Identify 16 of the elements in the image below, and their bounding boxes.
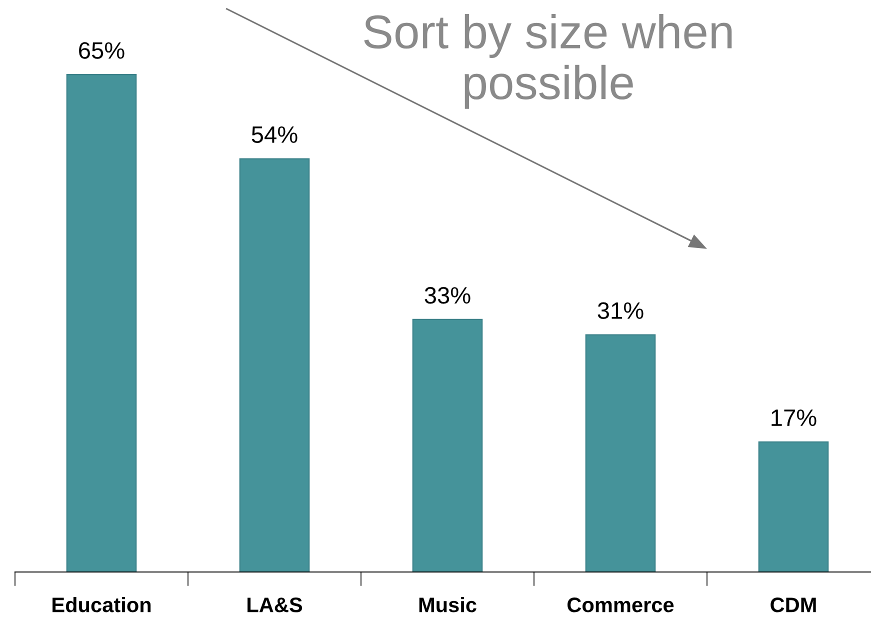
annotation: Sort by size when possible [364, 14, 732, 109]
x-tick-label: Education [52, 597, 151, 612]
data-label: 33% [424, 286, 470, 304]
x-tick-label: Commerce [568, 598, 674, 612]
data-label: 65% [79, 42, 124, 59]
x-tick-label: CDM [770, 598, 816, 612]
x-tick-label: LA&S [248, 598, 302, 612]
bar [66, 74, 137, 572]
bar [585, 334, 656, 572]
bar [412, 318, 483, 572]
bar [239, 158, 310, 572]
data-label: 17% [772, 410, 816, 426]
bar [758, 441, 829, 572]
data-label: 31% [598, 302, 644, 320]
data-label: 54% [252, 126, 298, 144]
x-tick-label: Music [419, 597, 476, 612]
